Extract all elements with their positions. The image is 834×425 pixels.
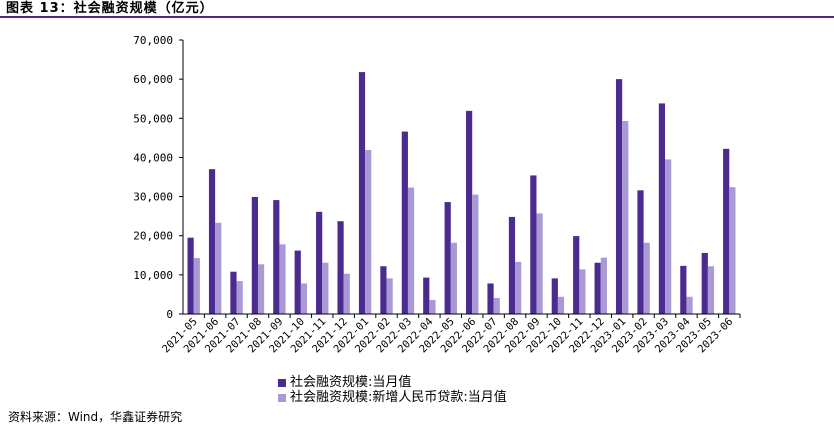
bar-series-1 (273, 200, 280, 314)
bar-series-1 (615, 79, 623, 315)
chart-legend: 社会融资规模:当月值 社会融资规模:新增人民币贷款:当月值 (278, 375, 507, 405)
bar-series-2 (450, 242, 457, 314)
bar-series-1 (487, 283, 494, 314)
bar-series-2 (472, 194, 479, 314)
y-tick-label: 10,000 (133, 269, 173, 282)
bar-series-1 (358, 72, 366, 315)
bar-series-1 (658, 103, 666, 314)
bar-series-1 (701, 252, 708, 314)
x-axis-ticks: 2021-052021-062021-072021-082021-092021-… (160, 314, 741, 355)
bar-series-1 (251, 196, 258, 314)
bar-series-1 (294, 250, 301, 314)
bar-series-2 (322, 262, 329, 314)
y-tick-label: 70,000 (133, 34, 173, 47)
bar-series-1 (680, 265, 687, 314)
bar-series-1 (423, 277, 430, 314)
legend-swatch-series-2 (278, 393, 286, 402)
bar-series-1 (508, 216, 516, 314)
bar-chart: 0 10,000 20,000 30,000 40,000 50,000 60,000 70,… (133, 34, 741, 355)
bar-series-1 (466, 110, 473, 314)
bar-series-2 (300, 283, 308, 314)
bar-series-2 (429, 299, 436, 314)
bar-series-2 (493, 297, 500, 314)
bar-series-1 (551, 278, 558, 314)
bar-series-1 (187, 237, 194, 314)
chart-axes (182, 40, 740, 315)
bar-series-2 (622, 121, 629, 314)
y-tick-label: 40,000 (133, 151, 173, 164)
bar-series-1 (230, 271, 237, 314)
bar-series-2 (643, 242, 650, 314)
bar-series-1 (637, 190, 644, 314)
bar-series-2 (536, 213, 543, 314)
bar-series-2 (707, 266, 715, 314)
bar-series-2 (386, 278, 393, 314)
y-tick-label: 60,000 (133, 73, 173, 86)
bar-series-2 (600, 257, 607, 314)
bar-series-2 (215, 222, 222, 314)
bar-series-1 (530, 175, 537, 314)
legend-label-series-2: 社会融资规模:新增人民币贷款:当月值 (290, 390, 507, 405)
legend-swatch-series-1 (278, 378, 286, 387)
y-tick-label: 0 (166, 308, 173, 321)
y-tick-label: 30,000 (133, 191, 173, 204)
bar-series-2 (365, 149, 372, 314)
bar-series-2 (193, 258, 200, 314)
bar-series-2 (236, 281, 243, 314)
bar-series-2 (579, 269, 586, 314)
bar-series-1 (723, 148, 730, 314)
chart-bars (187, 72, 736, 315)
bar-series-1 (316, 211, 323, 314)
bar-series-2 (557, 296, 565, 314)
y-tick-label: 50,000 (133, 112, 173, 125)
legend-item-series-1: 社会融资规模:当月值 (278, 375, 507, 390)
legend-label-series-1: 社会融资规模:当月值 (290, 375, 412, 390)
bar-series-2 (665, 159, 672, 314)
y-tick-label: 20,000 (133, 230, 173, 243)
bar-series-1 (573, 236, 580, 314)
bar-series-2 (407, 187, 415, 314)
bar-series-2 (729, 187, 736, 314)
bar-series-2 (257, 264, 265, 314)
bar-series-1 (594, 262, 601, 314)
y-axis-ticks: 0 10,000 20,000 30,000 40,000 50,000 60,000 70,… (133, 34, 183, 321)
source-note: 资料来源：Wind，华鑫证券研究 (8, 410, 183, 424)
bar-series-1 (208, 169, 216, 314)
title-rule (0, 16, 834, 18)
bar-series-2 (343, 273, 350, 314)
bar-series-1 (380, 266, 387, 314)
bar-series-2 (279, 244, 286, 314)
bar-series-1 (444, 202, 451, 314)
bar-series-2 (686, 296, 693, 314)
bar-series-1 (401, 131, 408, 314)
bar-series-1 (337, 221, 344, 314)
bar-series-2 (515, 261, 522, 314)
page-title: 图表 13：社会融资规模（亿元） (6, 1, 214, 16)
legend-item-series-2: 社会融资规模:新增人民币贷款:当月值 (278, 390, 507, 405)
